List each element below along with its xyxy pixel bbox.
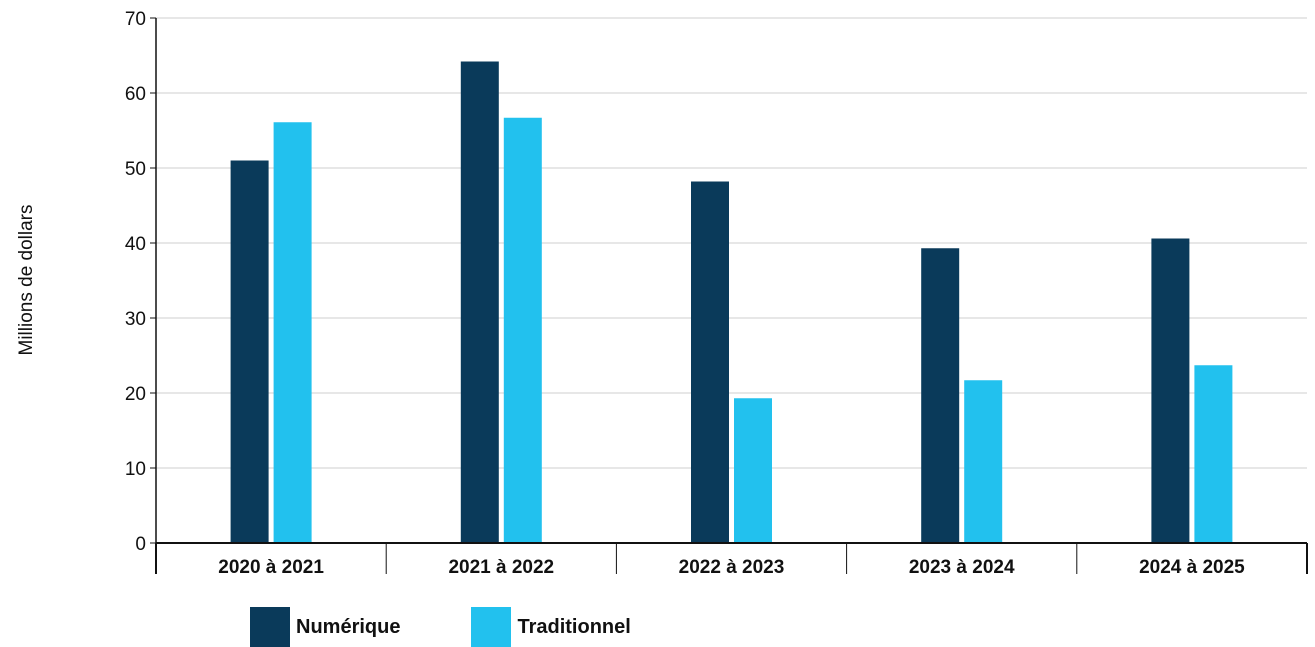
- bar-traditionnel-3: [964, 380, 1003, 543]
- y-tick-label-40: 40: [125, 234, 146, 255]
- legend-label-numerique: Numérique: [296, 615, 401, 638]
- x-tick-label-0: 2020 à 2021: [218, 557, 324, 578]
- bar-traditionnel-0: [273, 122, 312, 543]
- bar-numerique-4: [1151, 238, 1190, 543]
- x-tick-label-4: 2024 à 2025: [1139, 557, 1245, 578]
- legend-swatch-traditionnel: [471, 607, 512, 647]
- bars: [230, 61, 1233, 543]
- x-tick-label-3: 2023 à 2024: [909, 557, 1015, 578]
- y-axis-title: Millions de dollars: [16, 204, 37, 355]
- y-tick-label-20: 20: [125, 384, 146, 405]
- gridlines: [156, 17, 1307, 469]
- bar-traditionnel-2: [734, 398, 772, 543]
- legend-swatch-numerique: [250, 607, 290, 647]
- bar-traditionnel-4: [1194, 365, 1233, 543]
- x-tick-label-1: 2021 à 2022: [448, 557, 554, 578]
- y-tick-label-60: 60: [125, 84, 146, 105]
- legend-item-numerique: Numérique: [250, 607, 400, 647]
- y-tick-label-0: 0: [135, 534, 146, 555]
- bar-numerique-2: [691, 181, 729, 543]
- bar-numerique-0: [230, 160, 269, 543]
- y-tick-label-30: 30: [125, 309, 146, 330]
- x-tick-label-2: 2022 à 2023: [679, 557, 785, 578]
- legend: Numérique Traditionnel: [250, 607, 702, 647]
- bar-numerique-1: [460, 61, 499, 543]
- bar-numerique-3: [921, 248, 960, 543]
- legend-item-traditionnel: Traditionnel: [471, 607, 631, 647]
- bar-traditionnel-1: [503, 117, 542, 543]
- legend-label-traditionnel: Traditionnel: [517, 615, 631, 638]
- axes: 0 10 20 30 40 50 60 70 2020 à 2021 2021 à 2022 202…: [125, 9, 1308, 578]
- y-tick-label-10: 10: [125, 459, 146, 480]
- y-tick-label-70: 70: [125, 9, 146, 30]
- y-tick-label-50: 50: [125, 159, 146, 180]
